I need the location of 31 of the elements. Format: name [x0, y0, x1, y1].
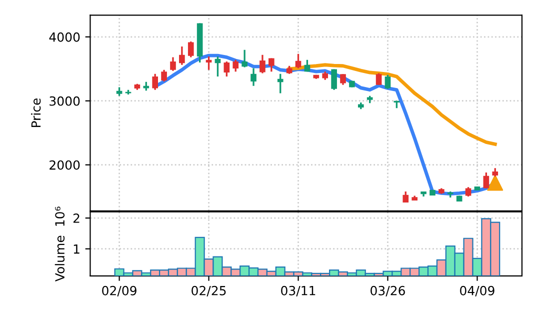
candlestick [376, 72, 382, 86]
candlestick [170, 56, 176, 72]
candlestick [179, 46, 185, 66]
candlestick [152, 73, 158, 91]
candlestick [232, 59, 239, 72]
candlestick [340, 73, 346, 86]
y-tick-label: 2000 [50, 160, 80, 170]
x-tick-label: 03/11 [281, 286, 316, 296]
candlestick [260, 54, 266, 74]
y-axis-title: Volume 10⁶ [54, 206, 65, 282]
candlestick [224, 60, 230, 78]
y-tick-label: 2 [73, 214, 80, 223]
candlestick [465, 186, 472, 198]
y-tick-label: 3000 [50, 96, 80, 106]
candlestick [384, 74, 391, 90]
x-tick-label: 04/09 [460, 286, 494, 296]
candlestick [242, 49, 248, 68]
candlestick [295, 53, 302, 70]
x-tick-label: 02/09 [102, 286, 136, 296]
candlestick [331, 68, 337, 91]
candlestick [277, 73, 284, 94]
x-tick-label: 02/25 [192, 286, 226, 296]
candlestick [161, 69, 167, 82]
y-tick-label: 1 [74, 244, 80, 254]
candlestick [483, 172, 490, 190]
candlestick [188, 40, 194, 58]
candlestick [250, 67, 256, 87]
x-tick-label: 03/26 [370, 286, 405, 296]
y-axis-title: Price [31, 98, 41, 128]
candlestick [268, 57, 274, 72]
y-tick-label: 4000 [49, 32, 80, 42]
